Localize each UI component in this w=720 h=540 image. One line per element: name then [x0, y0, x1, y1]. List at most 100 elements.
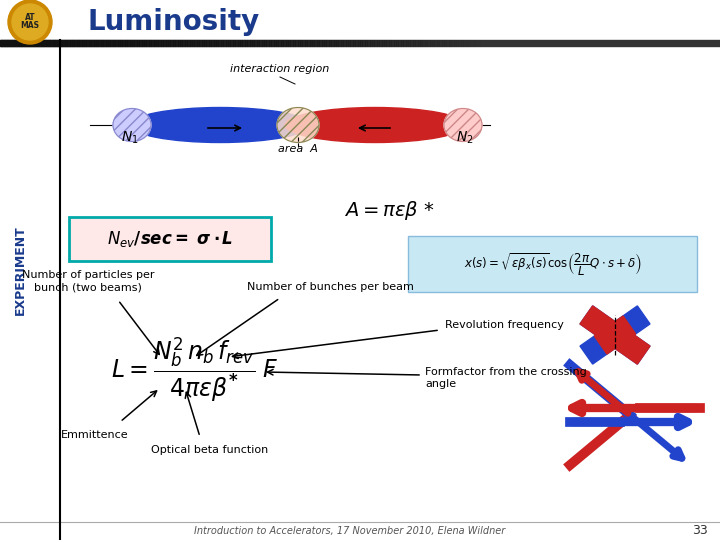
Bar [569, 40, 571, 46]
Bar [374, 40, 377, 46]
Bar [480, 40, 482, 46]
Bar [240, 40, 243, 46]
Bar [477, 40, 480, 46]
Bar [413, 40, 415, 46]
Bar [418, 40, 420, 46]
Bar [24, 40, 27, 46]
Bar [202, 40, 204, 46]
Bar [178, 40, 180, 46]
Bar [581, 40, 583, 46]
Bar [672, 40, 675, 46]
Text: $x(s) = \sqrt{\varepsilon\beta_x(s)}\cos\!\left(\dfrac{2\pi}{L}Q \cdot s + \delt: $x(s) = \sqrt{\varepsilon\beta_x(s)}\cos… [464, 251, 642, 277]
Bar [468, 40, 470, 46]
Bar [281, 40, 283, 46]
Bar [711, 40, 713, 46]
Bar [149, 40, 151, 46]
Bar [264, 40, 266, 46]
Bar [50, 40, 53, 46]
Bar [634, 40, 636, 46]
Bar [446, 40, 449, 46]
Bar [578, 40, 581, 46]
FancyBboxPatch shape [69, 217, 271, 261]
Bar [528, 40, 531, 46]
Bar [698, 40, 701, 46]
Bar [576, 40, 578, 46]
Bar [189, 40, 192, 46]
Polygon shape [594, 316, 636, 354]
Bar [369, 40, 372, 46]
Bar [254, 40, 257, 46]
Bar [387, 40, 389, 46]
Bar [207, 40, 209, 46]
Bar [135, 40, 137, 46]
Bar [502, 40, 504, 46]
Ellipse shape [113, 109, 151, 141]
Text: Number of particles per
bunch (two beams): Number of particles per bunch (two beams… [22, 271, 154, 292]
Bar [701, 40, 703, 46]
Bar [657, 40, 660, 46]
Bar [365, 40, 367, 46]
Bar [271, 40, 274, 46]
Bar [199, 40, 202, 46]
Bar [103, 40, 106, 46]
Bar [300, 40, 302, 46]
Bar [346, 40, 348, 46]
Bar [403, 40, 405, 46]
Bar [99, 40, 101, 46]
Bar [603, 40, 605, 46]
Bar [151, 40, 153, 46]
Bar [360, 40, 362, 46]
Bar [353, 40, 355, 46]
Bar [120, 40, 122, 46]
Bar [653, 40, 655, 46]
Bar [274, 40, 276, 46]
Bar [43, 40, 45, 46]
Bar [338, 40, 341, 46]
Ellipse shape [444, 109, 482, 141]
Bar [53, 40, 55, 46]
Bar [509, 40, 511, 46]
Bar [382, 40, 384, 46]
Bar [132, 40, 135, 46]
Bar [233, 40, 235, 46]
Bar [168, 40, 171, 46]
Bar [715, 40, 718, 46]
Bar [0, 0, 720, 40]
Bar [655, 40, 657, 46]
Bar [180, 40, 182, 46]
Bar [5, 40, 7, 46]
Bar [590, 40, 593, 46]
Ellipse shape [285, 107, 465, 143]
Text: $N_2$: $N_2$ [456, 130, 474, 146]
Bar [343, 40, 346, 46]
Bar [641, 40, 643, 46]
Bar [499, 40, 502, 46]
Bar [166, 40, 168, 46]
Polygon shape [580, 306, 650, 364]
Bar [355, 40, 358, 46]
Bar [38, 40, 41, 46]
Bar [614, 40, 617, 46]
Bar [84, 40, 86, 46]
Bar [171, 40, 173, 46]
Text: Revolution frequency: Revolution frequency [445, 320, 564, 330]
Bar [444, 40, 446, 46]
Bar [312, 40, 315, 46]
Bar [526, 40, 528, 46]
Bar [612, 40, 614, 46]
Bar [531, 40, 533, 46]
Bar [686, 40, 689, 46]
Bar [214, 40, 216, 46]
Bar [427, 40, 430, 46]
Bar [384, 40, 387, 46]
Bar [110, 40, 113, 46]
Bar [348, 40, 351, 46]
Bar [65, 40, 67, 46]
Bar [163, 40, 166, 46]
Bar [153, 40, 156, 46]
Bar [108, 40, 110, 46]
Bar [221, 40, 223, 46]
Bar [533, 40, 535, 46]
Text: Luminosity: Luminosity [88, 8, 260, 36]
Text: EXPERIMENT: EXPERIMENT [14, 225, 27, 315]
